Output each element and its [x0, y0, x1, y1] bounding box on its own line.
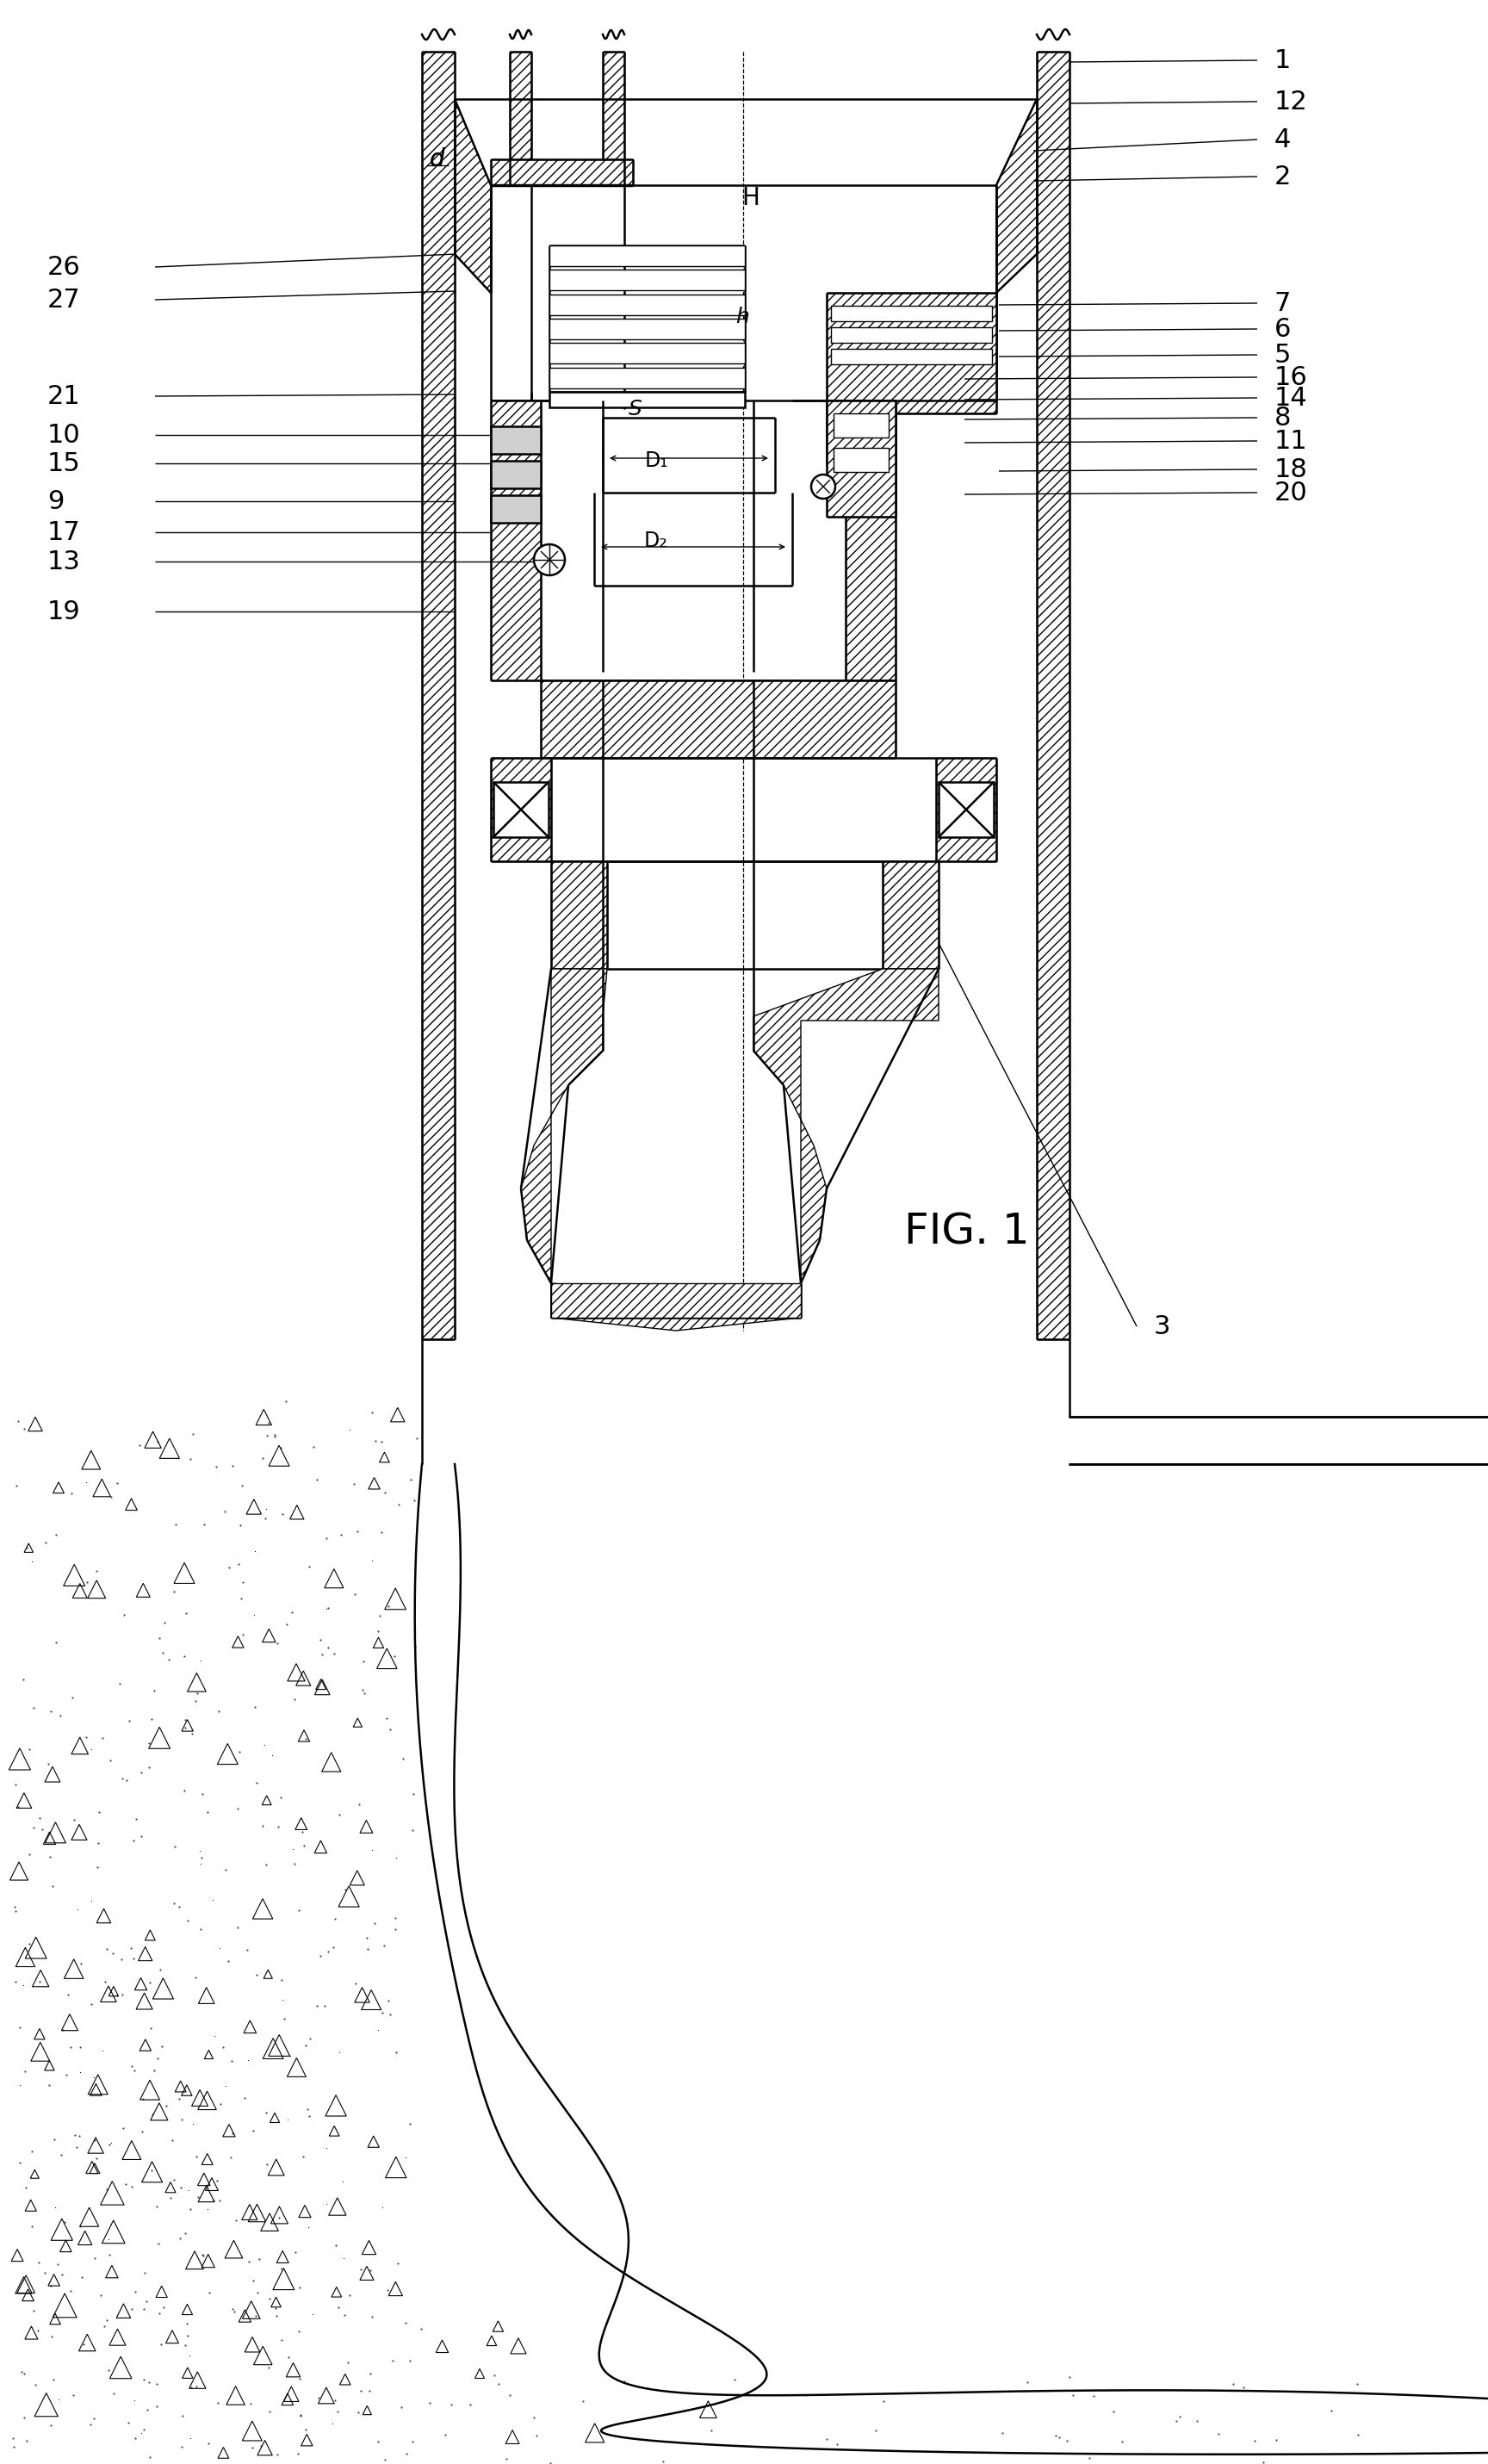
- Text: 14: 14: [1274, 384, 1308, 411]
- Text: 27: 27: [48, 288, 80, 313]
- Text: 26: 26: [48, 254, 80, 278]
- Bar: [491, 495, 540, 522]
- Circle shape: [534, 545, 565, 574]
- Bar: [936, 759, 997, 862]
- Bar: [549, 246, 745, 266]
- Polygon shape: [455, 99, 491, 293]
- Polygon shape: [753, 968, 939, 1284]
- Text: 2: 2: [1274, 165, 1292, 190]
- Text: d: d: [430, 148, 445, 172]
- Polygon shape: [551, 1284, 801, 1331]
- Bar: [827, 293, 997, 414]
- Bar: [494, 781, 549, 838]
- Text: FIG. 1: FIG. 1: [905, 1210, 1030, 1252]
- Text: H: H: [743, 185, 760, 209]
- Text: 5: 5: [1274, 342, 1292, 367]
- Text: 21: 21: [48, 384, 80, 409]
- Bar: [830, 306, 992, 320]
- Bar: [1037, 52, 1070, 1340]
- Bar: [549, 271, 745, 291]
- Bar: [540, 680, 896, 759]
- Polygon shape: [997, 99, 1037, 293]
- Bar: [833, 414, 888, 439]
- Bar: [549, 367, 745, 389]
- Polygon shape: [521, 968, 607, 1284]
- Text: 4: 4: [1274, 128, 1292, 153]
- Text: 3: 3: [1153, 1313, 1171, 1338]
- Bar: [549, 392, 745, 407]
- Text: 9: 9: [48, 488, 64, 513]
- Bar: [549, 342, 745, 365]
- Text: 19: 19: [48, 599, 80, 623]
- Circle shape: [811, 476, 835, 498]
- Text: 20: 20: [1274, 480, 1308, 505]
- Text: 6: 6: [1274, 315, 1292, 342]
- Text: 11: 11: [1274, 429, 1308, 453]
- Bar: [491, 426, 540, 453]
- Text: D₂: D₂: [644, 530, 668, 552]
- Text: 18: 18: [1274, 456, 1308, 483]
- Text: 8: 8: [1274, 404, 1292, 431]
- Bar: [551, 862, 607, 968]
- Polygon shape: [827, 414, 853, 466]
- Text: D₁: D₁: [644, 451, 668, 471]
- Bar: [939, 781, 994, 838]
- Bar: [551, 1284, 801, 1318]
- Bar: [549, 318, 745, 340]
- Text: 7: 7: [1274, 291, 1292, 315]
- Bar: [491, 160, 632, 185]
- Text: 1: 1: [1274, 47, 1292, 74]
- Bar: [830, 328, 992, 342]
- Text: d: d: [430, 148, 445, 172]
- Bar: [491, 402, 540, 680]
- Bar: [882, 862, 939, 968]
- Bar: [491, 461, 540, 488]
- Bar: [830, 350, 992, 365]
- Bar: [603, 52, 625, 160]
- Text: 12: 12: [1274, 89, 1308, 113]
- Bar: [423, 52, 455, 1340]
- Text: 17: 17: [48, 520, 80, 545]
- Bar: [833, 448, 888, 473]
- Text: h: h: [735, 306, 748, 328]
- Bar: [827, 402, 896, 517]
- Text: 13: 13: [48, 549, 80, 574]
- Bar: [491, 759, 551, 862]
- Text: 16: 16: [1274, 365, 1308, 389]
- Bar: [845, 402, 896, 680]
- Text: S: S: [628, 399, 643, 419]
- Bar: [510, 52, 531, 160]
- Text: 10: 10: [48, 421, 80, 448]
- Bar: [549, 293, 745, 315]
- Text: 15: 15: [48, 451, 80, 476]
